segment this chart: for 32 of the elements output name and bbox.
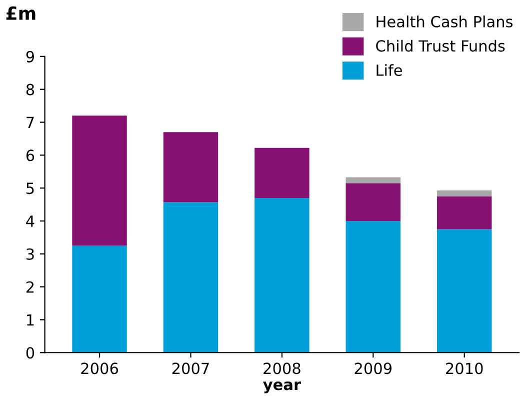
y-tick-label: 8 — [26, 84, 34, 96]
x-tick-label: 2007 — [172, 362, 209, 374]
bar — [254, 198, 310, 353]
y-tick-label: 0 — [26, 347, 34, 359]
x-tick-label: 2006 — [81, 362, 118, 374]
bar — [163, 202, 218, 353]
x-tick-label: 2009 — [354, 362, 392, 374]
bar — [346, 220, 401, 353]
y-tick-label: 1 — [27, 314, 34, 326]
x-tick-label: 2010 — [446, 362, 483, 374]
y-tick-label: 9 — [26, 50, 34, 62]
y-tick-label: 6 — [26, 150, 34, 162]
bar — [163, 132, 218, 202]
y-tick-label: 7 — [26, 116, 34, 128]
legend-label: Life — [376, 64, 402, 76]
bar — [72, 116, 127, 246]
y-tick-label: 3 — [26, 248, 34, 260]
y-tick-label: 5 — [26, 182, 34, 194]
bar — [346, 183, 401, 221]
x-tick-label: 2008 — [264, 362, 300, 374]
y-axis-title: £m — [6, 6, 36, 20]
legend-label: Child Trust Funds — [376, 40, 505, 52]
bar — [346, 177, 401, 184]
x-axis-title: year — [263, 381, 301, 394]
legend-label: Health Cash Plans — [376, 16, 513, 28]
y-tick-label: 4 — [26, 216, 34, 227]
bar — [254, 148, 310, 198]
bar — [437, 196, 492, 230]
y-tick-label: 2 — [26, 281, 34, 293]
bar — [437, 229, 492, 353]
bar — [437, 190, 492, 196]
bar — [72, 246, 127, 353]
